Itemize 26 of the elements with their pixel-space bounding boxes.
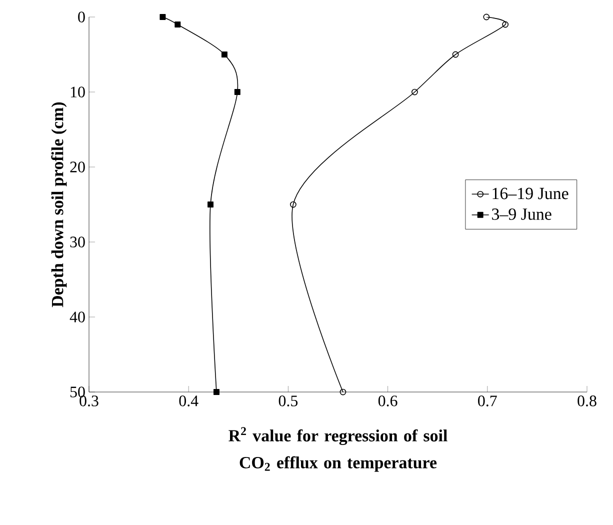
y-tick-label: 20 — [70, 162, 85, 172]
y-tick-label: 0 — [78, 12, 85, 22]
point — [502, 21, 509, 28]
x-tick-label: 0.7 — [478, 396, 497, 406]
point — [160, 14, 166, 20]
y-axis-title: Depth down soil profile (cm) — [51, 102, 67, 308]
y-tick-label: 30 — [70, 236, 85, 248]
point — [208, 202, 214, 208]
legend-label: 3–9 June — [492, 208, 552, 220]
y-tick-label: 50 — [70, 386, 85, 398]
x-tick-label: 0.4 — [179, 396, 198, 406]
x-tick-label: 0.5 — [278, 396, 298, 406]
point — [214, 389, 220, 395]
legend-label: 16–19 June — [492, 188, 568, 200]
x-tick-label: 0.3 — [80, 396, 98, 406]
x-tick-label: 0.8 — [578, 396, 596, 406]
point — [234, 89, 240, 95]
point — [412, 88, 418, 96]
point — [174, 22, 181, 28]
y-tick-label: 10 — [70, 86, 85, 98]
point — [290, 201, 296, 208]
point — [221, 52, 228, 58]
x-axis-title: R$^{2}$ value for regression of soil CO$_{2}$ efflux on temperature — [228, 427, 448, 472]
x-tick-label: 0.6 — [378, 396, 398, 406]
point — [452, 51, 459, 58]
y-tick-label: 40 — [70, 312, 85, 322]
